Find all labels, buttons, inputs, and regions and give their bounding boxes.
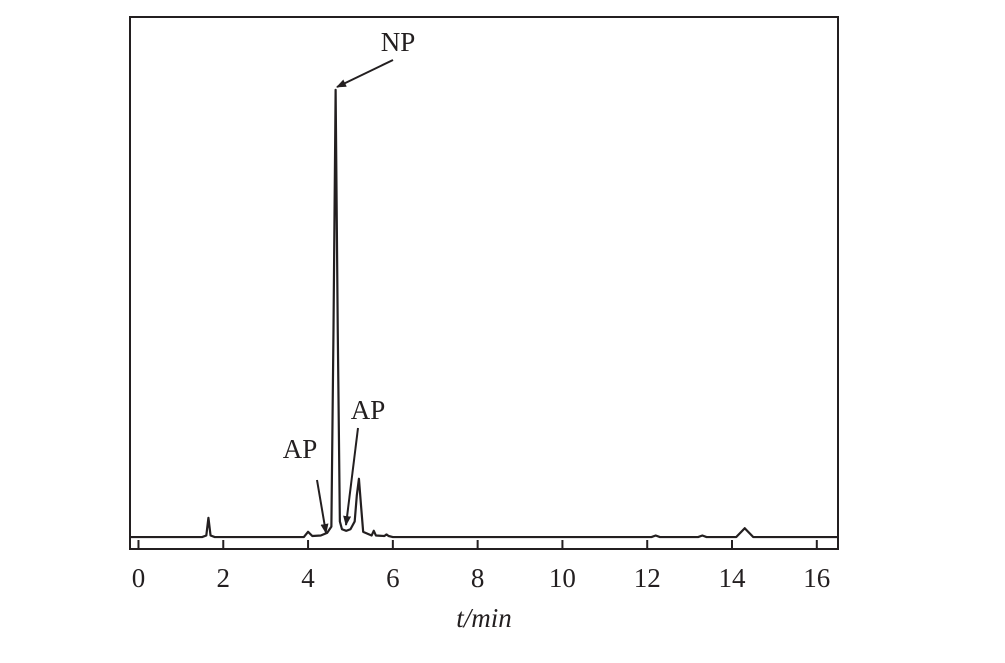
arrow [316,479,329,534]
x-tick-label: 12 [634,563,661,593]
x-tick-label: 2 [217,563,231,593]
x-tick-label: 16 [803,563,830,593]
x-tick-label: 8 [471,563,485,593]
annotation: AP [283,434,318,464]
arrow [343,427,359,526]
x-tick-label: 6 [386,563,400,593]
annotation: NP [381,27,416,57]
x-axis-label: t/min [456,603,512,633]
x-tick-label: 0 [132,563,146,593]
x-tick-label: 10 [549,563,576,593]
arrow [336,59,394,88]
trace [130,88,838,539]
x-tick-label: 4 [301,563,315,593]
annotation: AP [351,395,386,425]
x-tick-label: 14 [719,563,747,593]
plot-frame [129,16,839,550]
